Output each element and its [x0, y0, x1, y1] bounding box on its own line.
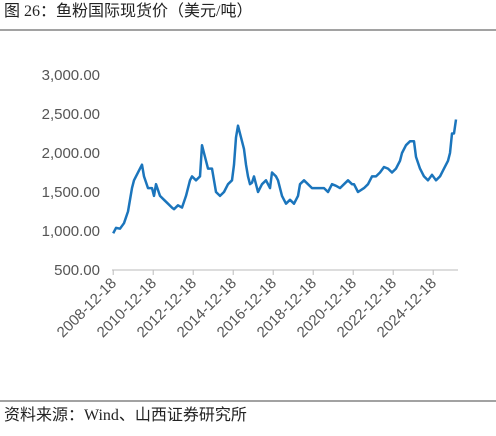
chart-title: 图 26：鱼粉国际现货价（美元/吨）	[4, 2, 252, 20]
y-tick-label: 2,000.00	[42, 145, 100, 162]
y-tick-label: 1,500.00	[42, 184, 100, 201]
y-tick-label: 500.00	[54, 262, 100, 279]
source-note: 资料来源：Wind、山西证券研究所	[4, 406, 247, 424]
price-line	[112, 119, 458, 234]
y-tick-label: 2,500.00	[42, 106, 100, 123]
y-tick-label: 1,000.00	[42, 223, 100, 240]
y-tick-label: 3,000.00	[42, 67, 100, 84]
